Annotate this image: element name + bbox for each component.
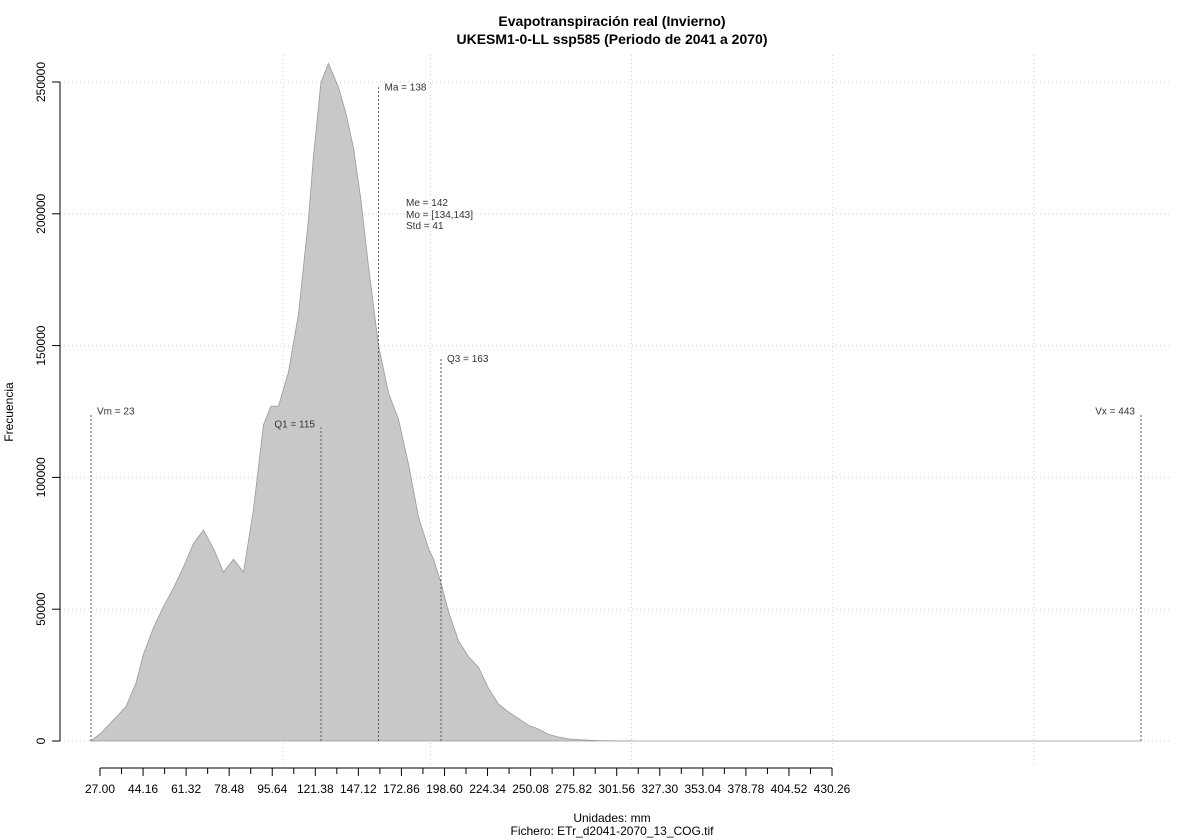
- y-tick-label: 250000: [34, 62, 48, 102]
- x-tick-label: 61.32: [171, 782, 201, 796]
- x-tick-label: 327.30: [641, 782, 678, 796]
- axes: 0 50000 100000 150000 200000 250000 27.00 44.16…: [34, 62, 851, 796]
- stats-annotation: Me = 142 Mo = [134,143] Std = 41: [406, 198, 473, 232]
- x-tick-label: 27.00: [85, 782, 115, 796]
- std-label: Std = 41: [406, 221, 444, 232]
- reference-label: Q3 = 163: [447, 354, 489, 365]
- reference-label: Vx = 443: [1095, 407, 1135, 418]
- y-tick-label: 200000: [34, 193, 48, 233]
- y-tick-label: 100000: [34, 457, 48, 497]
- x-tick-label: 78.48: [214, 782, 244, 796]
- chart-subtitle: UKESM1-0-LL ssp585 (Periodo de 2041 a 20…: [457, 31, 768, 47]
- x-tick-label: 301.56: [598, 782, 635, 796]
- x-tick-label: 224.34: [469, 782, 506, 796]
- x-axis-label: Unidades: mm: [573, 811, 650, 825]
- y-tick-label: 0: [34, 737, 48, 744]
- x-tick-label: 378.78: [728, 782, 765, 796]
- density-area: [89, 62, 1141, 742]
- mode-label: Mo = [134,143]: [406, 210, 473, 221]
- median-label: Me = 142: [406, 198, 448, 209]
- y-tick-label: 50000: [34, 592, 48, 626]
- y-tick-label: 150000: [34, 325, 48, 365]
- reference-label: Q1 = 115: [274, 420, 315, 431]
- x-tick-label: 44.16: [128, 782, 158, 796]
- reference-lines: Vm = 23 Q1 = 115 Ma = 138 Q3 = 163 Vx = 443: [90, 82, 1142, 741]
- x-tick-label: 353.04: [684, 782, 721, 796]
- x-tick-label: 250.08: [512, 782, 549, 796]
- file-label: Fichero: ETr_d2041-2070_13_COG.tif: [511, 824, 715, 838]
- x-tick-label: 121.38: [297, 782, 334, 796]
- chart-title: Evapotranspiración real (Invierno): [498, 13, 725, 29]
- x-tick-label: 404.52: [771, 782, 808, 796]
- x-tick-label: 430.26: [814, 782, 851, 796]
- y-axis-label: Frecuencia: [2, 382, 16, 442]
- x-tick-label: 147.12: [340, 782, 377, 796]
- x-tick-label: 172.86: [383, 782, 420, 796]
- x-tick-label: 198.60: [426, 782, 463, 796]
- x-tick-label: 95.64: [257, 782, 287, 796]
- x-tick-label: 275.82: [555, 782, 592, 796]
- reference-label: Ma = 138: [385, 82, 427, 93]
- reference-label: Vm = 23: [97, 407, 135, 418]
